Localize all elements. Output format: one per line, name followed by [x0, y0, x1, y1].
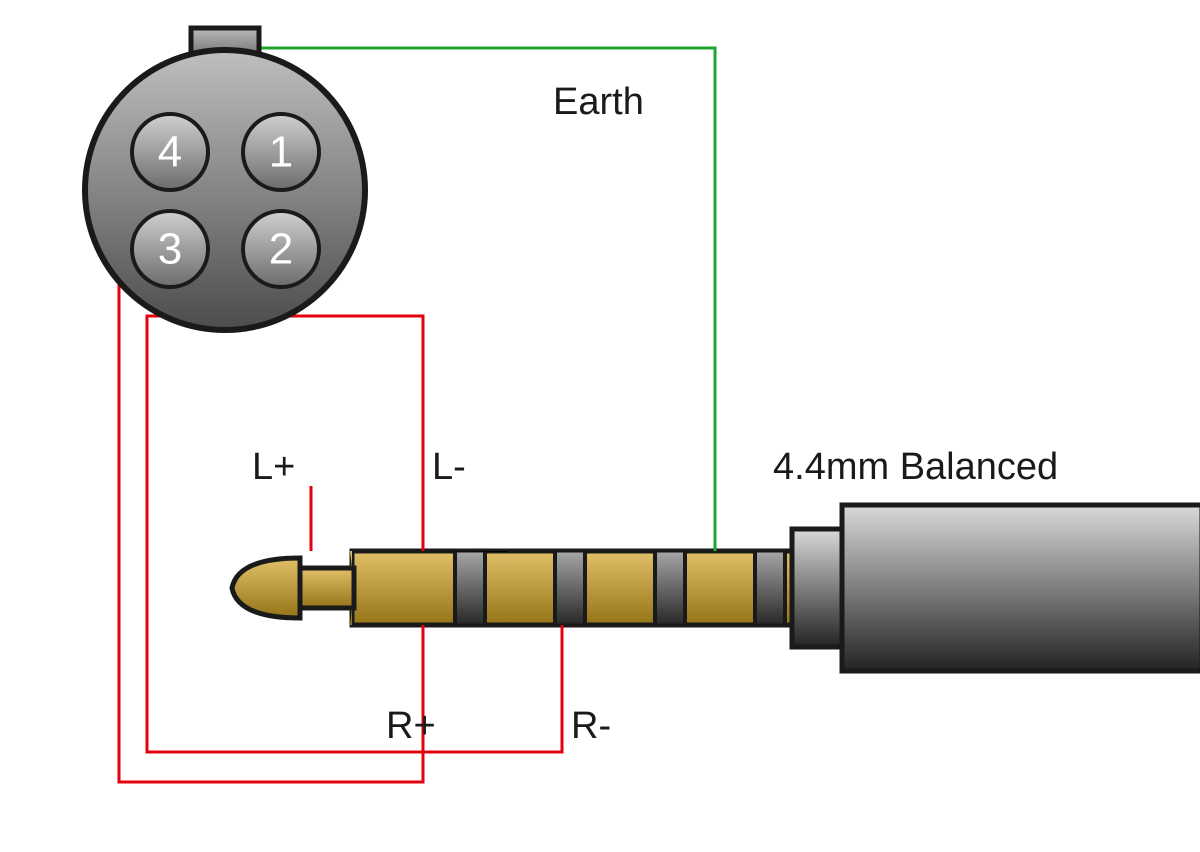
xlr-pin-label-2: 2	[269, 225, 293, 274]
l_minus-label: L-	[432, 446, 466, 488]
xlr-4pin-connector: 1 2 3 4	[85, 28, 365, 330]
jack-ring-1	[455, 551, 485, 626]
earth-label: Earth	[553, 81, 644, 123]
xlr-pin-label-4: 4	[158, 128, 182, 177]
jack-sleeve-body	[842, 505, 1200, 671]
jack-ring-2	[555, 551, 585, 626]
jack-ring-4	[755, 551, 785, 626]
xlr-pin-label-1: 1	[269, 128, 293, 177]
jack-label: 4.4mm Balanced	[773, 446, 1058, 488]
l_plus-label: L+	[252, 446, 295, 488]
r_minus-label: R-	[571, 705, 611, 747]
jack-ring-3	[655, 551, 685, 626]
xlr-pin-label-3: 3	[158, 225, 182, 274]
r_plus-label: R+	[386, 705, 436, 747]
